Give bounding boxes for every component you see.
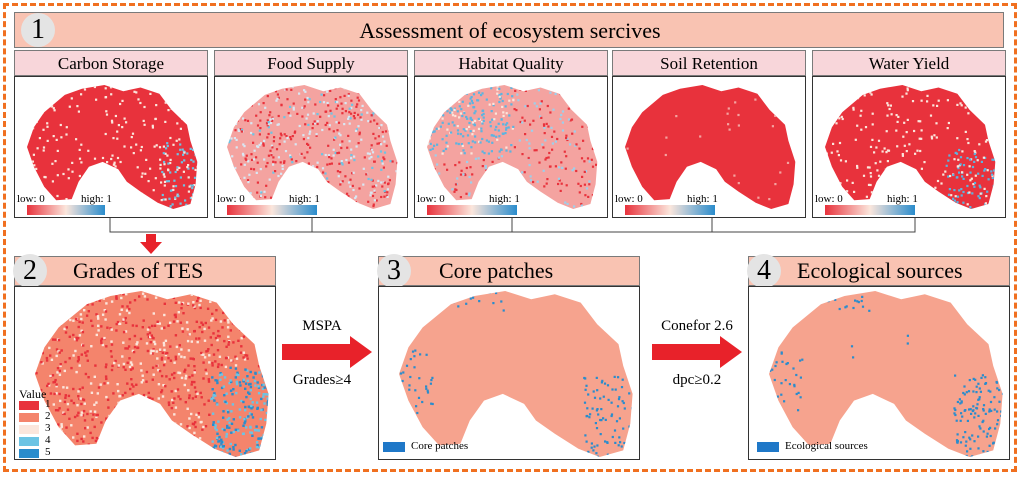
section3-header: 3 Core patches	[377, 254, 640, 288]
water-yield-map-panel: low: 0 high: 1	[812, 76, 1006, 218]
outer-dashed-frame	[3, 3, 1017, 472]
water-yield-low-label: low: 0	[815, 193, 843, 205]
soil-retention-low-label: low: 0	[615, 193, 643, 205]
grades-legend-label-5: 5	[45, 446, 51, 458]
carbon-storage-title: Carbon Storage	[14, 50, 208, 76]
section1-header: 1 Assessment of ecosystem sercives	[14, 12, 1004, 48]
grades-legend-label-1: 1	[45, 398, 51, 410]
habitat-quality-colorbar	[427, 205, 517, 215]
habitat-quality-map	[427, 85, 598, 209]
grades-legend-swatch-5	[19, 449, 39, 458]
section2-header: 2 Grades of TES	[13, 254, 276, 288]
core-legend-label: Core patches	[411, 440, 469, 452]
arrow2-top-label: Conefor 2.6	[661, 318, 733, 334]
core-legend-swatch	[383, 442, 405, 452]
eco-legend-swatch	[757, 442, 779, 452]
section1-title: Assessment of ecosystem sercives	[359, 18, 661, 43]
food-supply-map	[227, 85, 398, 209]
grades-legend-label-3: 3	[45, 422, 51, 434]
grades-legend-swatch-2	[19, 413, 39, 422]
grades-legend-swatch-1	[19, 401, 39, 410]
grades-legend-swatch-4	[19, 437, 39, 446]
arrow-mspa	[282, 336, 372, 368]
water-yield-colorbar	[825, 205, 915, 215]
grades-legend-swatch-3	[19, 425, 39, 434]
soil-retention-colorbar	[625, 205, 715, 215]
ecological-sources-map	[769, 291, 1003, 457]
section4-number: 4	[747, 254, 781, 288]
section4-header: 4 Ecological sources	[747, 254, 1010, 288]
section3-number: 3	[377, 254, 411, 288]
arrow1-bottom-label: Grades≥4	[292, 372, 352, 388]
arrow2-bottom-label: dpc≥0.2	[672, 372, 722, 388]
water-yield-map	[825, 85, 996, 209]
grades-legend-title: Value	[19, 387, 47, 401]
carbon-storage-colorbar	[27, 205, 105, 215]
carbon-storage-map	[27, 85, 198, 209]
habitat-quality-high-label: high: 1	[489, 193, 520, 205]
core-patches-panel: Core patches	[378, 286, 640, 460]
core-patches-map	[399, 291, 633, 457]
arrow-conefor	[652, 336, 742, 368]
water-yield-title: Water Yield	[812, 50, 1006, 76]
soil-retention-high-label: high: 1	[687, 193, 718, 205]
habitat-quality-low-label: low: 0	[417, 193, 445, 205]
section2-title: Grades of TES	[73, 258, 204, 283]
section2-number: 2	[13, 254, 47, 288]
section4-title: Ecological sources	[797, 258, 963, 283]
food-supply-title: Food Supply	[214, 50, 408, 76]
food-supply-colorbar	[227, 205, 317, 215]
section3-title: Core patches	[439, 258, 554, 283]
section1-number: 1	[21, 13, 55, 47]
carbon-storage-map-panel: low: 0 high: 1	[14, 76, 208, 218]
food-supply-high-label: high: 1	[289, 193, 320, 205]
carbon-storage-low-label: low: 0	[17, 193, 45, 205]
arrow1-top-label: MSPA	[302, 318, 342, 334]
carbon-storage-high-label: high: 1	[81, 193, 112, 205]
grades-legend-label-2: 2	[45, 410, 51, 422]
grades-legend-label-4: 4	[45, 434, 51, 446]
habitat-quality-title: Habitat Quality	[414, 50, 608, 76]
food-supply-low-label: low: 0	[217, 193, 245, 205]
ecological-sources-panel: Ecological sources	[748, 286, 1010, 460]
eco-legend-label: Ecological sources	[785, 440, 868, 452]
soil-retention-title: Soil Retention	[612, 50, 806, 76]
habitat-quality-map-panel: low: 0 high: 1	[414, 76, 608, 218]
soil-retention-map	[625, 85, 796, 209]
soil-retention-map-panel: low: 0 high: 1	[612, 76, 806, 218]
food-supply-map-panel: low: 0 high: 1	[214, 76, 408, 218]
water-yield-high-label: high: 1	[887, 193, 918, 205]
grades-map	[35, 291, 269, 457]
